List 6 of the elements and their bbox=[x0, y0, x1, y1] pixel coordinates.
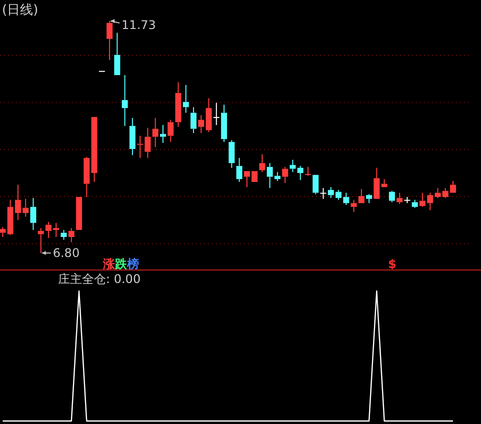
chart-title: 庄主全仓: 0.00 bbox=[58, 272, 141, 286]
annotation: 6.80 bbox=[52, 246, 80, 260]
chart-title: (日线) bbox=[2, 3, 38, 18]
text: $ bbox=[388, 257, 396, 271]
text: 涨跌榜 bbox=[102, 257, 139, 271]
annotation: 11.73 bbox=[122, 18, 156, 32]
